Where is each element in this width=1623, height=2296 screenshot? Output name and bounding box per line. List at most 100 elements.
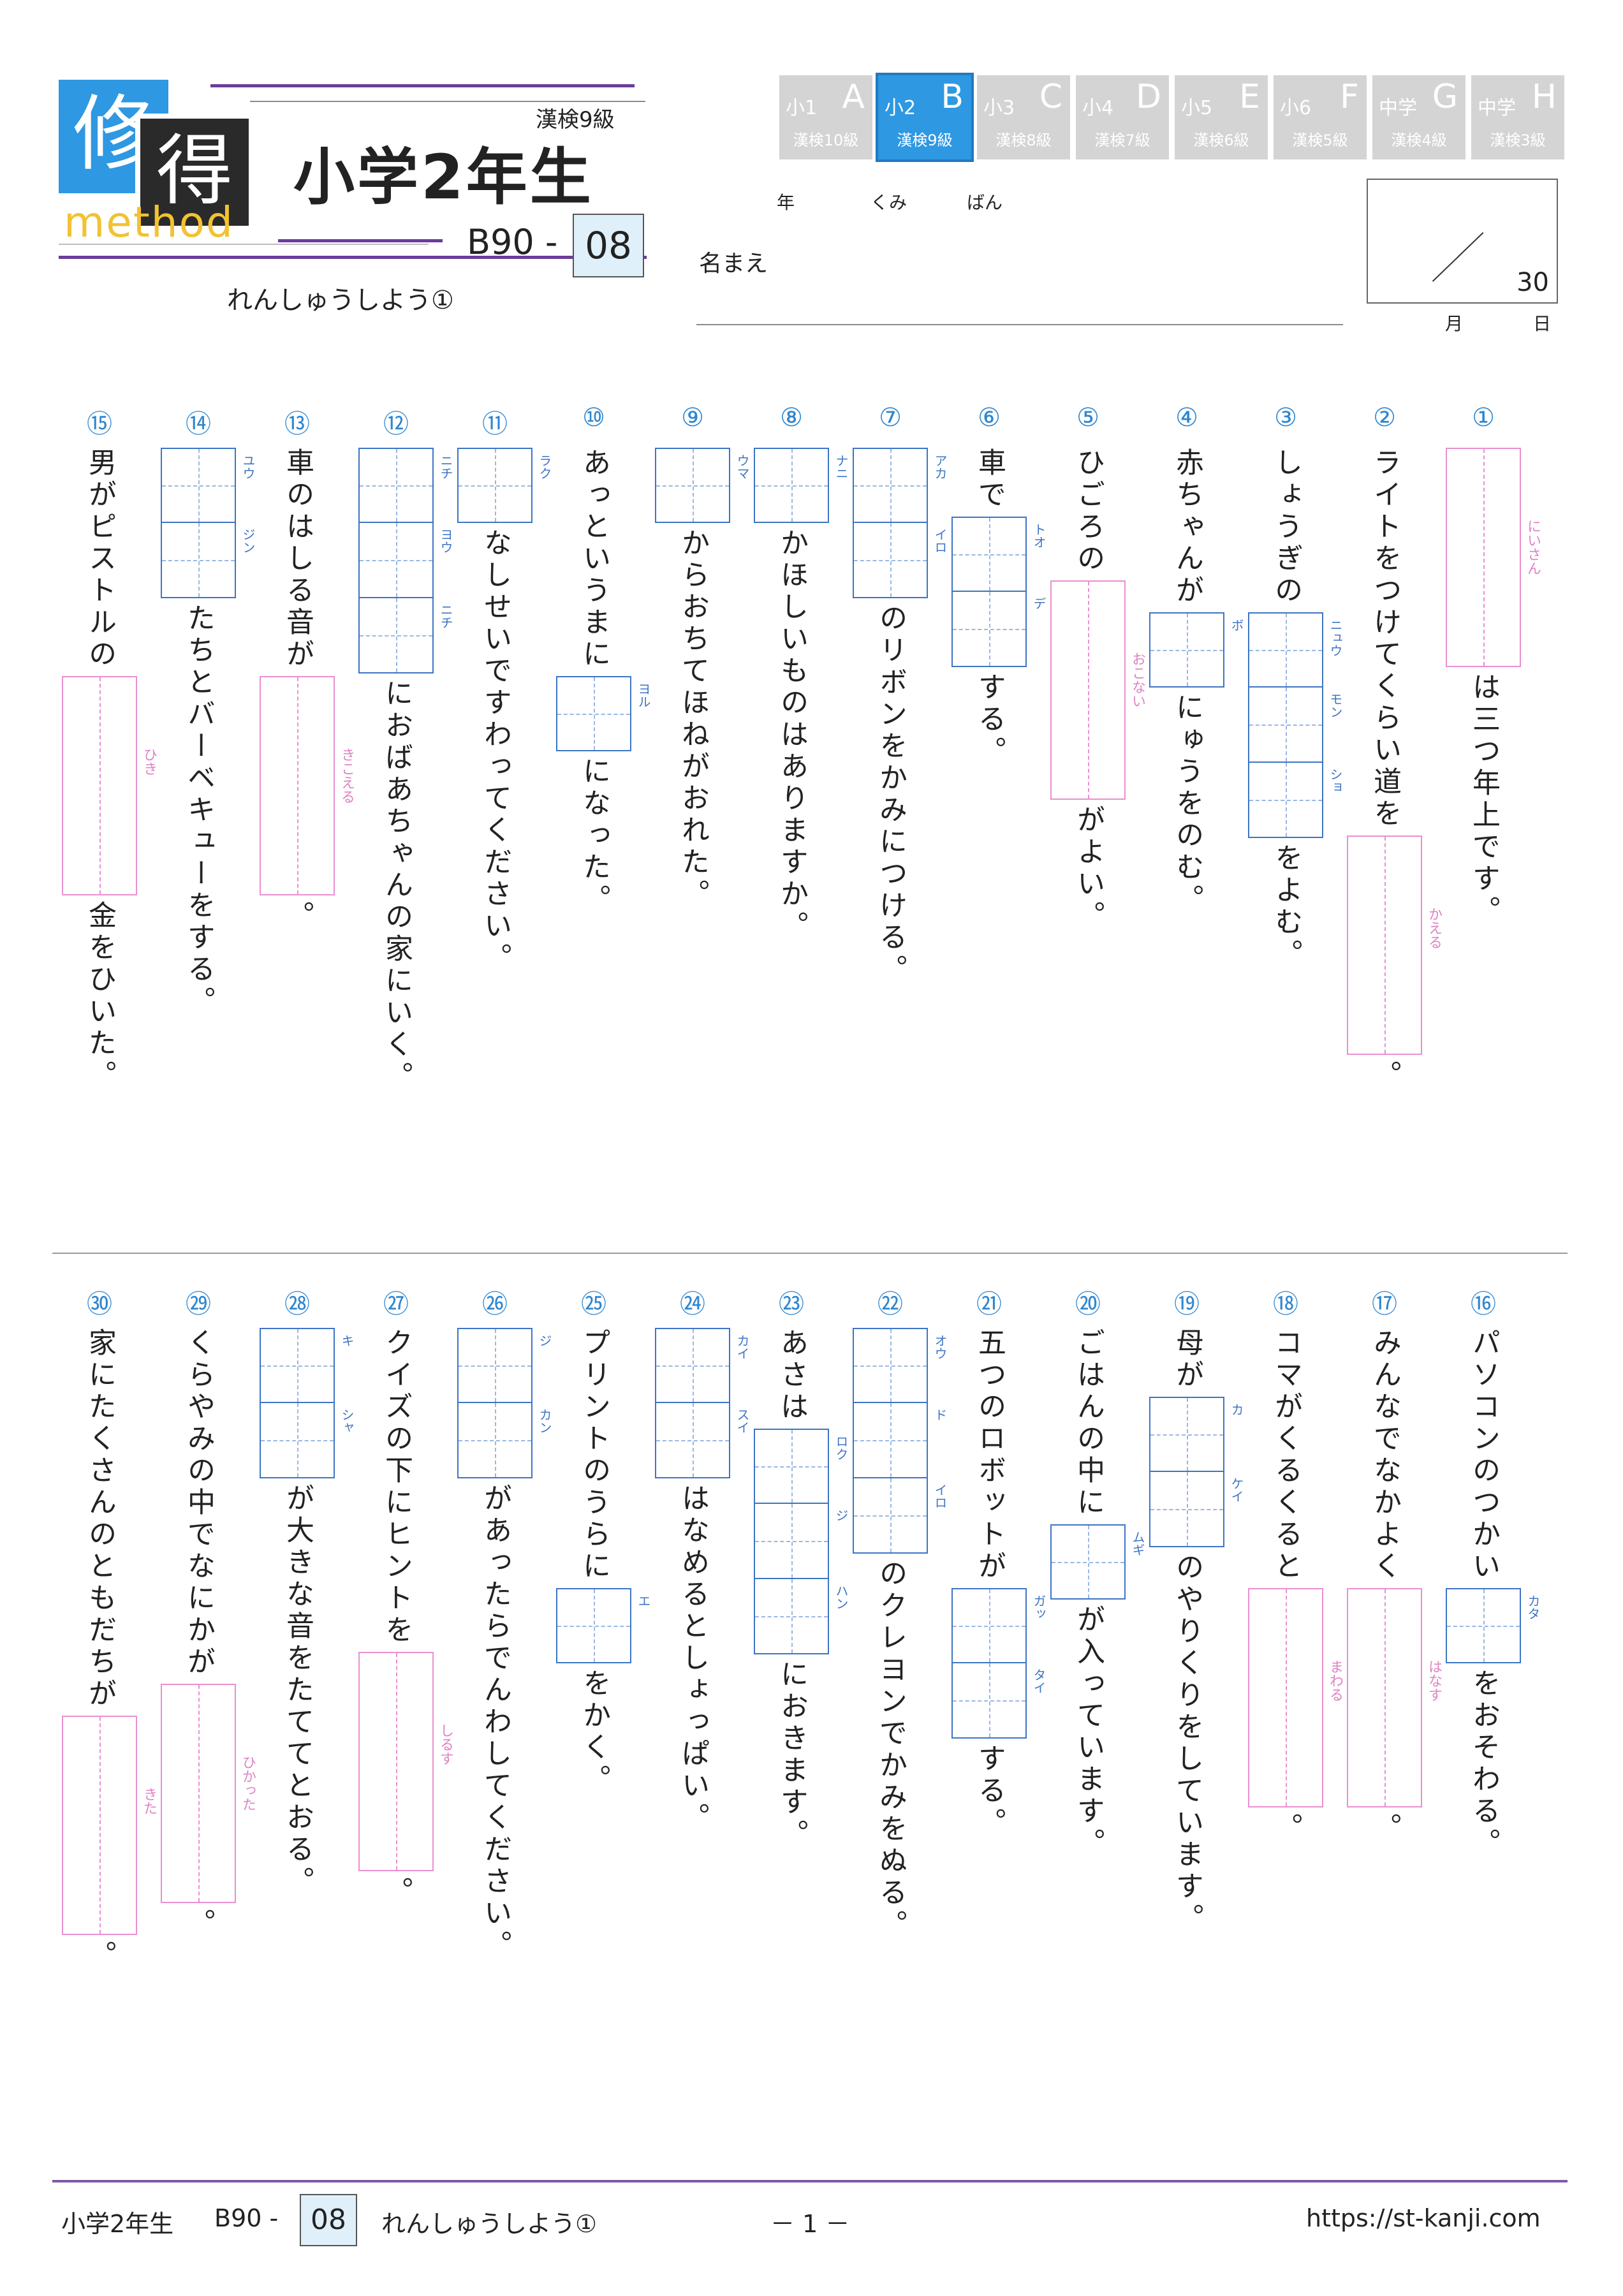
kanji-box[interactable]: オウ (853, 1328, 948, 1403)
grade-tab-4[interactable]: 小4 D 漢検7級 (1076, 75, 1169, 159)
kanji-box[interactable]: ショ (1248, 763, 1343, 838)
kanji-answer-boxes[interactable]: エ (556, 1588, 651, 1663)
question-number: ③ (1274, 403, 1297, 432)
kanji-answer-boxes[interactable]: カタ (1446, 1588, 1541, 1663)
kanji-answer-boxes[interactable]: ムギ (1050, 1524, 1145, 1600)
kanji-answer-boxes[interactable]: キシャ (260, 1328, 355, 1478)
furigana-katakana: ヨウ (438, 528, 453, 554)
kanji-answer-boxes[interactable]: オウドイロ (853, 1328, 948, 1554)
furigana-hiragana: まわる (1327, 1659, 1343, 1702)
kanji-answer-boxes[interactable]: ニュウ モン ショ (1248, 612, 1343, 838)
kanji-box[interactable]: ムギ (1050, 1524, 1145, 1600)
kana-answer-box[interactable]: しるす (358, 1652, 453, 1871)
kanji-box[interactable]: ド (853, 1403, 948, 1478)
kanji-answer-boxes[interactable]: トオデ (951, 517, 1047, 667)
kanji-box[interactable]: ハン (754, 1579, 849, 1654)
furigana-katakana: シャ (339, 1408, 355, 1434)
grade-tab-letter: E (1239, 78, 1260, 116)
kana-answer-box[interactable]: おこない (1050, 580, 1145, 800)
kanji-box[interactable]: ウマ (655, 448, 750, 523)
kanji-box[interactable]: カタ (1446, 1588, 1541, 1663)
kanji-answer-boxes[interactable]: ウマ (655, 448, 750, 523)
kanji-answer-boxes[interactable]: カイスイ (655, 1328, 750, 1478)
kanji-box[interactable]: ジ (754, 1504, 849, 1579)
day-label: 日 (1533, 313, 1552, 334)
grade-tab-6[interactable]: 小6 F 漢検5級 (1274, 75, 1367, 159)
kana-answer-box[interactable]: にいさん (1446, 448, 1541, 667)
question-number: ㉚ (87, 1290, 112, 1319)
kanji-answer-boxes[interactable]: ジカン (457, 1328, 552, 1478)
question-number: ⑩ (582, 403, 605, 432)
kanji-box[interactable]: イロ (853, 1478, 948, 1554)
kanji-answer-boxes[interactable]: アカイロ (853, 448, 948, 598)
kanji-box[interactable]: カン (457, 1403, 552, 1478)
kanji-box[interactable]: シャ (260, 1403, 355, 1478)
kana-answer-box[interactable]: ひき (62, 676, 157, 895)
grade-tab-grade: 小1 (786, 97, 818, 119)
kanji-box[interactable]: ジ (457, 1328, 552, 1403)
grade-tab-3[interactable]: 小3 C 漢検8級 (977, 75, 1070, 159)
grade-tab-2[interactable]: 小2 B 漢検9級 (878, 75, 971, 159)
footer-url[interactable]: https://st-kanji.com (1306, 2204, 1541, 2232)
kanji-answer-boxes[interactable]: ニチ ヨウ ニチ (358, 448, 453, 673)
question-number: ㉒ (878, 1290, 903, 1319)
kanji-box[interactable]: エ (556, 1588, 651, 1663)
kanji-box[interactable]: ボ (1149, 612, 1244, 688)
kanji-answer-boxes[interactable]: ヨル (556, 676, 651, 751)
grade-tab-7[interactable]: 中学 G 漢検4級 (1372, 75, 1465, 159)
kana-answer-box[interactable]: かえる (1347, 835, 1442, 1055)
question-number: ㉗ (383, 1290, 409, 1319)
kanji-answer-boxes[interactable]: ボ (1149, 612, 1244, 688)
kanji-box[interactable]: カ (1149, 1397, 1244, 1472)
question-body: くらやみの中でなにかが ひかった。 (160, 1325, 256, 1943)
kanji-answer-boxes[interactable]: ユウ ジン (161, 448, 256, 598)
kanji-box[interactable]: ラク (457, 448, 552, 523)
kanji-box[interactable]: ニチ (358, 448, 453, 523)
question-text: 赤ちゃんが (1171, 448, 1203, 607)
kanji-box[interactable]: ケイ (1149, 1472, 1244, 1547)
kanji-box[interactable]: モン (1248, 688, 1343, 763)
question-number: ⑲ (1174, 1290, 1200, 1319)
kanji-answer-boxes[interactable]: ガッ タイ (951, 1588, 1047, 1739)
kanji-box[interactable]: ヨル (556, 676, 651, 751)
kanji-box[interactable]: イロ (853, 523, 948, 598)
kanji-box[interactable]: ジン (161, 523, 256, 598)
kana-answer-box[interactable]: きた (62, 1716, 157, 1935)
kanji-box[interactable]: ナニ (754, 448, 849, 523)
kanji-box[interactable]: カイ (655, 1328, 750, 1403)
question-text: 母が (1171, 1328, 1203, 1392)
kanji-box[interactable]: ニュウ (1248, 612, 1343, 688)
kanji-box[interactable]: ガッ (951, 1588, 1047, 1663)
kanji-box[interactable]: アカ (853, 448, 948, 523)
kanji-box[interactable]: タイ (951, 1663, 1047, 1739)
kanji-box[interactable]: トオ (951, 517, 1047, 592)
kanji-box[interactable]: ニチ (358, 598, 453, 673)
kanji-answer-boxes[interactable]: ナニ (754, 448, 849, 523)
question-text: 。 (281, 901, 314, 932)
footer-code-prefix: B90 - (214, 2204, 279, 2232)
question-text: 車で (973, 448, 1006, 511)
furigana-hiragana: きこえる (339, 747, 355, 804)
kanji-box[interactable]: ユウ (161, 448, 256, 523)
furigana-katakana: カイ (735, 1334, 750, 1360)
furigana-katakana: アカ (932, 454, 948, 480)
name-underline[interactable] (696, 324, 1343, 325)
kanji-box[interactable]: スイ (655, 1403, 750, 1478)
kana-answer-box[interactable]: ひかった (161, 1684, 256, 1903)
grade-tab-8[interactable]: 中学 H 漢検3級 (1471, 75, 1564, 159)
grade-tab-5[interactable]: 小5 E 漢検6級 (1175, 75, 1268, 159)
kanji-box[interactable]: ロク (754, 1429, 849, 1504)
kanji-box[interactable]: キ (260, 1328, 355, 1403)
grade-tab-1[interactable]: 小1 A 漢検10級 (779, 75, 872, 159)
kanji-box[interactable]: デ (951, 592, 1047, 667)
kana-answer-box[interactable]: まわる (1248, 1588, 1343, 1807)
kana-answer-box[interactable]: きこえる (260, 676, 355, 895)
question-number: ⑥ (978, 403, 1001, 432)
kanji-answer-boxes[interactable]: カケイ (1149, 1397, 1244, 1547)
kanji-answer-boxes[interactable]: ラク (457, 448, 552, 523)
score-box[interactable]: 30 (1367, 179, 1558, 304)
question-number: ㉖ (482, 1290, 508, 1319)
kana-answer-box[interactable]: はなす (1347, 1588, 1442, 1807)
kanji-answer-boxes[interactable]: ロクジハン (754, 1429, 849, 1654)
kanji-box[interactable]: ヨウ (358, 523, 453, 598)
